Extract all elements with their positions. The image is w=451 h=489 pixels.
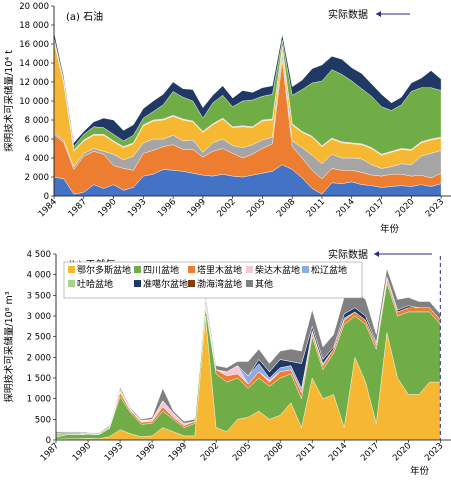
y-tick-label: 0 — [46, 436, 51, 446]
legend-swatch — [188, 266, 195, 273]
y-tick-label: 2 000 — [25, 173, 49, 183]
y-tick-label: 18 000 — [19, 21, 49, 31]
legend-swatch — [134, 266, 141, 273]
legend-swatch — [188, 280, 195, 287]
x-tick-label: 1987 — [67, 197, 89, 219]
legend-entry: 吐哈盆地 — [77, 278, 113, 290]
x-tick-label: 2014 — [327, 441, 349, 463]
x-tick-label: 1984 — [37, 197, 59, 219]
y-tick-label: 6 000 — [25, 135, 49, 145]
annotation-arrowhead — [374, 251, 379, 257]
y-tick-label: 3 500 — [27, 291, 51, 301]
y-tick-label: 1 000 — [27, 395, 51, 405]
y-tick-label: 10 000 — [19, 97, 49, 107]
legend-swatch — [246, 266, 253, 273]
y-tick-label: 4 000 — [25, 154, 49, 164]
x-tick-label: 1993 — [126, 197, 148, 219]
legend-entry: 渤海湾盆地 — [197, 278, 242, 290]
x-tick-label: 2011 — [295, 441, 317, 463]
y-tick-label: 3 000 — [27, 312, 51, 322]
x-tick-label: 2005 — [231, 441, 253, 463]
legend-box — [63, 261, 363, 299]
x-tick-label: 1993 — [103, 441, 125, 463]
y-tick-label: 4 500 — [27, 250, 51, 260]
x-tick-label: 1996 — [156, 197, 178, 219]
x-tick-label: 2002 — [215, 197, 237, 219]
annotation-arrowhead — [376, 11, 381, 17]
x-tick-label: 2017 — [364, 197, 386, 219]
x-tick-label: 2002 — [199, 441, 221, 463]
legend-swatch — [246, 280, 253, 287]
gas-chart: 0 500 1 000 1 500 2 000 2 500 3 000 3 500 4 000 4… — [3, 248, 451, 477]
y-tick-label: 14 000 — [19, 59, 49, 69]
x-tick-label: 2011 — [305, 197, 327, 219]
y-tick-label: 16 000 — [19, 40, 49, 50]
legend-entry: 鄂尔多斯盆地 — [77, 264, 131, 276]
legend-entry: 其他 — [255, 278, 273, 290]
x-tick-label: 2023 — [424, 197, 446, 219]
y-axis-label: 探明技术可采储量/10⁴ t — [3, 50, 15, 152]
x-tick-label: 2020 — [391, 441, 413, 463]
y-tick-label: 500 — [35, 415, 51, 425]
annotation-label: 实际数据 — [328, 8, 368, 21]
x-tick-label: 1987 — [39, 441, 61, 463]
oil-chart: 0 2 000 4 000 6 000 8 000 10 000 12 000 14 000 1… — [3, 2, 451, 235]
x-tick-label: 1996 — [135, 441, 157, 463]
legend-swatch — [302, 266, 309, 273]
annotation-label: 实际数据 — [328, 248, 368, 261]
x-tick-label: 2017 — [359, 441, 381, 463]
legend-entry: 四川盆地 — [143, 264, 179, 276]
legend-entry: 柴达木盆地 — [255, 264, 300, 276]
x-axis-label: 年份 — [410, 465, 430, 477]
y-tick-label: 12 000 — [19, 78, 49, 88]
legend-entry: 松辽盆地 — [311, 264, 347, 276]
area-series-6 — [53, 31, 442, 148]
y-tick-label: 20 000 — [19, 2, 49, 12]
y-tick-label: 0 — [44, 192, 49, 202]
y-tick-label: 4 000 — [27, 271, 51, 281]
legend-swatch — [134, 280, 141, 287]
y-tick-label: 2 500 — [27, 333, 51, 343]
x-tick-label: 2020 — [394, 197, 416, 219]
y-axis-label: 探明技术可采储量/10⁸ m³ — [3, 291, 15, 402]
chart-title: (a) 石油 — [66, 10, 103, 23]
x-tick-label: 2008 — [263, 441, 285, 463]
legend-swatch — [68, 280, 75, 287]
legend-entry: 准噶尔盆地 — [143, 278, 188, 290]
x-tick-label: 2005 — [245, 197, 267, 219]
x-axis-label: 年份 — [380, 223, 400, 235]
x-tick-label: 2014 — [334, 197, 356, 219]
x-tick-label: 1999 — [167, 441, 189, 463]
x-tick-label: 1990 — [96, 197, 118, 219]
x-tick-label: 2023 — [423, 441, 445, 463]
legend-swatch — [68, 266, 75, 273]
y-tick-label: 1 500 — [27, 374, 51, 384]
x-tick-label: 2008 — [275, 197, 297, 219]
x-tick-label: 1990 — [71, 441, 93, 463]
y-tick-label: 8 000 — [25, 116, 49, 126]
y-tick-label: 2 000 — [27, 353, 51, 363]
x-tick-label: 1999 — [186, 197, 208, 219]
legend-entry: 塔里木盆地 — [197, 264, 242, 276]
